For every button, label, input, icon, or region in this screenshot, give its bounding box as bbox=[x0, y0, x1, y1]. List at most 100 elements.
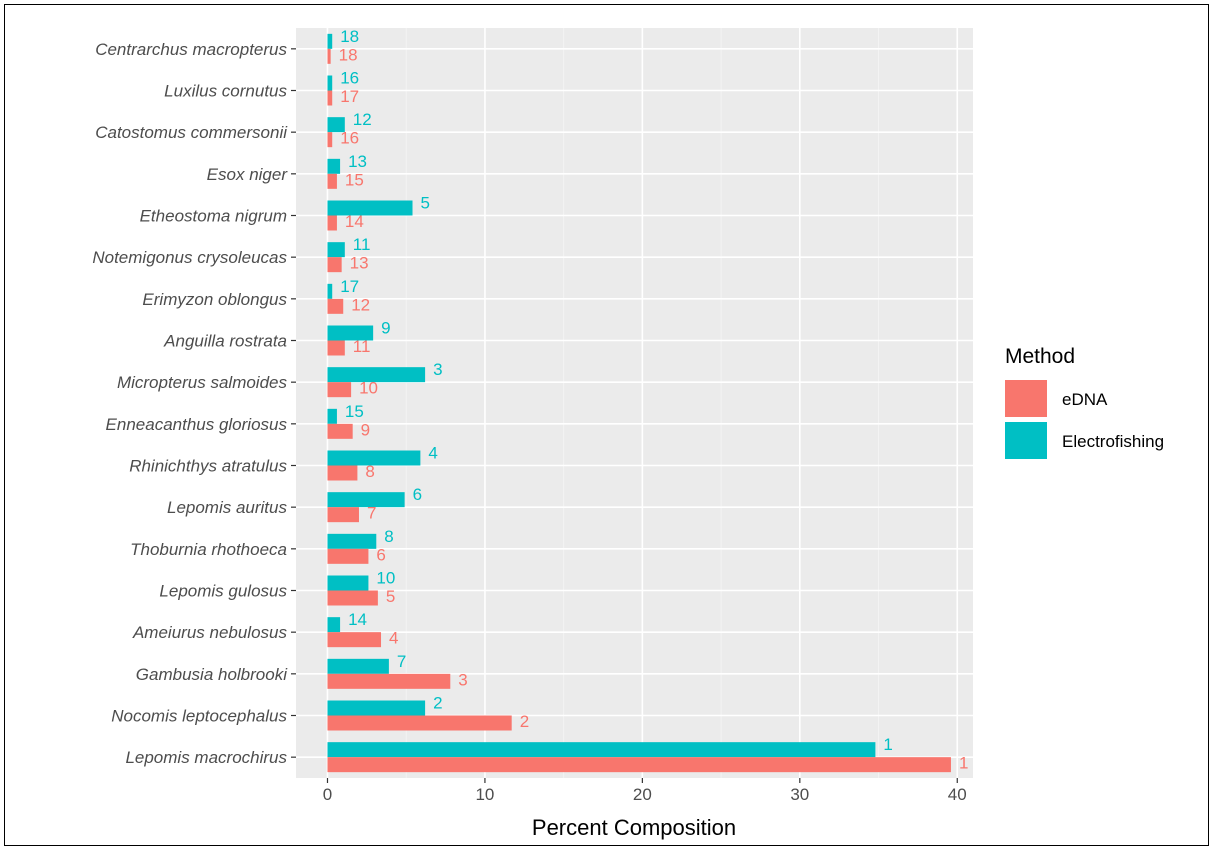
bar-edna bbox=[327, 48, 331, 64]
y-tick-label: Erimyzon oblongus bbox=[142, 290, 287, 309]
bar-rank-label: 3 bbox=[458, 670, 467, 689]
bar-rank-label: 5 bbox=[421, 194, 430, 213]
plot-panel bbox=[296, 28, 973, 778]
bar-electrofishing bbox=[327, 200, 413, 216]
y-tick-label: Centrarchus macropterus bbox=[95, 40, 287, 59]
bar-rank-label: 12 bbox=[351, 295, 370, 314]
bar-rank-label: 2 bbox=[433, 694, 442, 713]
legend: Method eDNA Electrofishing bbox=[1005, 345, 1164, 459]
bar-edna bbox=[327, 215, 337, 231]
bar-rank-label: 6 bbox=[413, 485, 422, 504]
bar-rank-label: 11 bbox=[353, 337, 371, 356]
bar-electrofishing bbox=[327, 33, 333, 49]
bar-electrofishing bbox=[327, 700, 426, 716]
bar-rank-label: 14 bbox=[348, 610, 367, 629]
bar-rank-label: 11 bbox=[353, 235, 371, 254]
bar-rank-label: 7 bbox=[397, 652, 406, 671]
bar-rank-label: 4 bbox=[428, 444, 437, 463]
bar-rank-label: 13 bbox=[350, 254, 369, 273]
y-tick-label: Rhinichthys atratulus bbox=[129, 457, 287, 476]
bar-electrofishing bbox=[327, 75, 333, 91]
bar-rank-label: 18 bbox=[340, 27, 359, 46]
bar-rank-label: 15 bbox=[345, 170, 364, 189]
bar-electrofishing bbox=[327, 283, 333, 299]
bar-rank-label: 12 bbox=[353, 110, 372, 129]
bar-electrofishing bbox=[327, 367, 426, 383]
y-tick-label: Lepomis gulosus bbox=[159, 582, 287, 601]
y-tick-label: Catostomus commersonii bbox=[95, 123, 288, 142]
y-tick-label: Gambusia holbrooki bbox=[136, 665, 288, 684]
x-tick-label: 0 bbox=[323, 785, 332, 804]
bar-edna bbox=[327, 173, 337, 189]
x-tick-label: 30 bbox=[790, 785, 809, 804]
bar-electrofishing bbox=[327, 325, 374, 341]
x-axis-title: Percent Composition bbox=[532, 815, 736, 840]
bar-edna bbox=[327, 132, 333, 148]
legend-key-edna bbox=[1005, 380, 1047, 417]
y-tick-label: Ameiurus nebulosus bbox=[132, 623, 288, 642]
bar-rank-label: 1 bbox=[883, 735, 892, 754]
bar-edna bbox=[327, 298, 344, 314]
bar-rank-label: 13 bbox=[348, 152, 367, 171]
bar-electrofishing bbox=[327, 450, 421, 466]
bar-electrofishing bbox=[327, 575, 369, 591]
bar-rank-label: 8 bbox=[365, 462, 374, 481]
bar-rank-label: 3 bbox=[433, 360, 442, 379]
bar-edna bbox=[327, 507, 359, 523]
x-tick-label: 20 bbox=[633, 785, 652, 804]
bar-edna bbox=[327, 548, 369, 564]
bar-edna bbox=[327, 423, 353, 439]
y-tick-label: Notemigonus crysoleucas bbox=[92, 248, 287, 267]
bar-edna bbox=[327, 90, 333, 106]
bar-edna bbox=[327, 757, 951, 773]
y-tick-label: Lepomis macrochirus bbox=[125, 748, 287, 767]
bar-edna bbox=[327, 632, 382, 648]
bar-edna bbox=[327, 465, 358, 481]
bar-rank-label: 2 bbox=[520, 712, 529, 731]
bar-rank-label: 17 bbox=[340, 277, 359, 296]
y-tick-label: Enneacanthus gloriosus bbox=[106, 415, 288, 434]
legend-label: Electrofishing bbox=[1062, 432, 1164, 451]
bar-edna bbox=[327, 340, 345, 356]
bar-rank-label: 4 bbox=[389, 629, 398, 648]
bar-electrofishing bbox=[327, 408, 337, 424]
bar-rank-label: 6 bbox=[376, 545, 385, 564]
bar-electrofishing bbox=[327, 158, 341, 174]
y-tick-label: Lepomis auritus bbox=[167, 498, 288, 517]
bar-edna bbox=[327, 715, 512, 731]
bar-electrofishing bbox=[327, 117, 345, 133]
y-tick-label: Esox niger bbox=[207, 165, 289, 184]
bar-electrofishing bbox=[327, 617, 341, 633]
bar-rank-label: 1 bbox=[959, 754, 968, 773]
y-tick-label: Etheostoma nigrum bbox=[140, 207, 287, 226]
y-tick-label: Micropterus salmoides bbox=[117, 373, 288, 392]
x-tick-label: 10 bbox=[475, 785, 494, 804]
bar-rank-label: 9 bbox=[381, 319, 390, 338]
bar-electrofishing bbox=[327, 533, 377, 549]
bar-chart: 1818161712161315514111317129113101594867… bbox=[92, 27, 1164, 840]
bar-rank-label: 9 bbox=[361, 420, 370, 439]
legend-title: Method bbox=[1005, 345, 1075, 368]
bar-rank-label: 7 bbox=[367, 504, 376, 523]
bar-rank-label: 10 bbox=[359, 379, 378, 398]
chart-frame: 18 18 16 17 12 16 13 15 5 14 11 13 17 12 9 11 3 10 15 9 4 8 6 7… bbox=[4, 4, 1209, 846]
bar-electrofishing bbox=[327, 242, 345, 258]
y-tick-label: Thoburnia rhothoeca bbox=[130, 540, 287, 559]
bar-rank-label: 10 bbox=[376, 569, 395, 588]
bar-rank-label: 8 bbox=[384, 527, 393, 546]
bar-rank-label: 17 bbox=[340, 87, 359, 106]
y-tick-label: Anguilla rostrata bbox=[163, 332, 287, 351]
bar-rank-label: 16 bbox=[340, 69, 359, 88]
bar-rank-label: 14 bbox=[345, 212, 364, 231]
bar-edna bbox=[327, 382, 352, 398]
bar-edna bbox=[327, 673, 451, 689]
bar-electrofishing bbox=[327, 658, 389, 674]
bar-electrofishing bbox=[327, 492, 405, 508]
bar-rank-label: 16 bbox=[340, 129, 359, 148]
y-tick-label: Nocomis leptocephalus bbox=[111, 707, 287, 726]
y-tick-label: Luxilus cornutus bbox=[164, 82, 287, 101]
legend-label: eDNA bbox=[1062, 390, 1108, 409]
bar-rank-label: 18 bbox=[339, 45, 358, 64]
x-tick-label: 40 bbox=[948, 785, 967, 804]
bar-electrofishing bbox=[327, 742, 876, 758]
